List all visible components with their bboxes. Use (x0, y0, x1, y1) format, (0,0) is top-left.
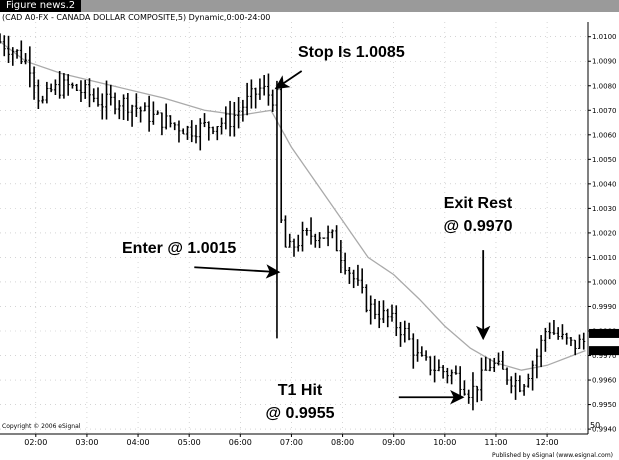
copyright-text: Copyright © 2006 eSignal (2, 423, 81, 430)
y-tick-label: 1.0020 (592, 229, 617, 237)
price-box (589, 328, 619, 338)
y-tick-label: 0.9960 (592, 377, 617, 385)
x-tick-label: 04:00 (127, 438, 150, 447)
chart-header: (CAD A0-FX - CANADA DOLLAR COMPOSITE,5) … (2, 13, 270, 22)
x-tick-label: 02:00 (24, 438, 47, 447)
y-tick-label: 1.0100 (592, 33, 617, 41)
price-box (589, 346, 619, 356)
y-tick-label: 1.0060 (592, 131, 617, 139)
moving-average-line (0, 41, 586, 371)
annotation-t1-line2: @ 0.9955 (266, 405, 335, 422)
x-tick-label: 03:00 (75, 438, 98, 447)
annotations: Stop Is 1.0085 Enter @ 1.0015 Exit Rest @ 0… (122, 44, 513, 422)
y-tick-label: 1.0000 (592, 278, 617, 286)
y-tick-label: 1.0080 (592, 82, 617, 90)
annotation-exit-line2: @ 0.9970 (444, 218, 513, 235)
annotation-t1-line1: T1 Hit (278, 382, 323, 399)
window-title[interactable]: Figure news.2 (0, 0, 82, 12)
price-chart: 1.0100 1.0090 1.0080 1.0070 1.0060 1.0050 1.00… (0, 12, 619, 460)
ohlc-bars-layer (0, 33, 586, 411)
title-bar: Figure news.2 (0, 0, 619, 12)
price-labels: 0.9979 0.9972 (589, 328, 619, 356)
annotation-enter: Enter @ 1.0015 (122, 240, 236, 257)
y-tick-label: 0.9940 (592, 426, 617, 434)
publisher-text: Published by eSignal (www.esignal.com) (492, 452, 613, 459)
y-tick-label: 1.0090 (592, 58, 617, 66)
x-tick-labels: 02:00 03:00 04:00 05:00 06:00 07:00 08:00 09:00… (24, 434, 559, 447)
annotation-arrow-stop (274, 70, 303, 90)
y-tick-label: 0.9970 (592, 352, 617, 360)
corner-icon[interactable]: 50 (590, 421, 600, 430)
x-tick-label: 10:00 (433, 438, 456, 447)
x-tick-label: 11:00 (484, 438, 507, 447)
moving-average-layer (0, 41, 586, 371)
y-tick-label: 1.0070 (592, 107, 617, 115)
axes (0, 22, 589, 435)
annotation-arrow-enter (194, 264, 281, 279)
annotation-stop: Stop Is 1.0085 (298, 44, 405, 61)
x-tick-label: 07:00 (280, 438, 303, 447)
y-tick-label: 1.0050 (592, 156, 617, 164)
x-tick-label: 08:00 (331, 438, 354, 447)
y-tick-label: 1.0030 (592, 205, 617, 213)
y-tick-label: 0.9950 (592, 401, 617, 409)
x-tick-label: 12:00 (536, 438, 559, 447)
y-tick-label: 0.9990 (592, 303, 617, 311)
y-tick-label: 1.0040 (592, 180, 617, 188)
annotation-exit-line1: Exit Rest (444, 195, 513, 212)
y-tick-label: 1.0010 (592, 254, 617, 262)
x-tick-label: 09:00 (382, 438, 405, 447)
x-tick-label: 06:00 (229, 438, 252, 447)
price-box-label: 0.9972 (592, 347, 617, 355)
x-tick-label: 05:00 (178, 438, 201, 447)
price-box-label: 0.9979 (592, 330, 617, 338)
grid (0, 22, 588, 434)
